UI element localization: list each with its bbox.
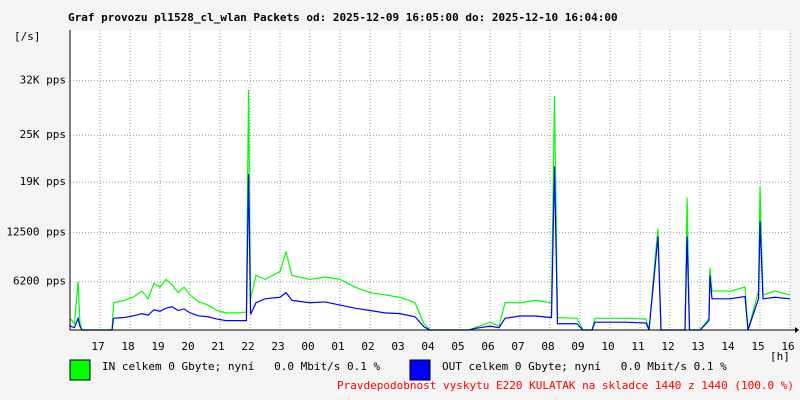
x-tick-label: 23 xyxy=(271,340,284,353)
x-tick-label: 10 xyxy=(601,340,614,353)
legend-label: OUT celkem 0 Gbyte; nyní 0.0 Mbit/s 0.1 … xyxy=(442,360,727,373)
x-tick-label: 08 xyxy=(541,340,554,353)
series-line xyxy=(69,166,791,331)
x-tick-label: 15 xyxy=(751,340,764,353)
y-tick-label: 12500 pps xyxy=(6,226,66,239)
x-tick-label: 20 xyxy=(181,340,194,353)
x-tick-label: 01 xyxy=(331,340,344,353)
x-tick-label: 12 xyxy=(661,340,674,353)
x-tick-label: 03 xyxy=(391,340,404,353)
x-tick-label: 00 xyxy=(301,340,314,353)
note: Pravdepodobnost vyskytu E220 KULATAK na … xyxy=(337,379,794,392)
x-tick-label: 02 xyxy=(361,340,374,353)
x-axis-label: [h] xyxy=(770,350,790,363)
x-tick-label: 07 xyxy=(511,340,524,353)
x-tick-label: 22 xyxy=(241,340,254,353)
y-tick-label: 32K pps xyxy=(20,74,66,87)
legend-label: IN celkem 0 Gbyte; nyní 0.0 Mbit/s 0.1 % xyxy=(102,360,381,373)
legend-swatch xyxy=(409,359,431,381)
y-tick-label: 6200 pps xyxy=(13,275,66,288)
chart-title: Graf provozu pl1528_cl_wlan Packets od: … xyxy=(68,11,618,24)
x-tick-label: 14 xyxy=(721,340,735,353)
x-tick-label: 11 xyxy=(631,340,644,353)
axes xyxy=(69,30,799,333)
x-tick-label: 21 xyxy=(211,340,224,353)
x-tick-label: 17 xyxy=(91,340,104,353)
x-tick-label: 06 xyxy=(481,340,494,353)
x-tick-label: 16 xyxy=(781,340,794,353)
lines xyxy=(69,89,791,331)
x-tick-label: 19 xyxy=(151,340,164,353)
x-tick-label: 09 xyxy=(571,340,584,353)
y-axis-label: [/s] xyxy=(14,30,41,43)
legend-swatch xyxy=(69,359,91,381)
x-tick-label: 04 xyxy=(421,340,435,353)
y-tick-label: 25K pps xyxy=(20,128,66,141)
x-tick-label: 18 xyxy=(121,340,134,353)
x-axis-arrow xyxy=(795,327,799,333)
x-tick-label: 05 xyxy=(451,340,464,353)
y-tick-label: 19K pps xyxy=(20,175,66,188)
legend: IN celkem 0 Gbyte; nyní 0.0 Mbit/s 0.1 %… xyxy=(69,359,727,381)
x-tick-label: 13 xyxy=(691,340,704,353)
